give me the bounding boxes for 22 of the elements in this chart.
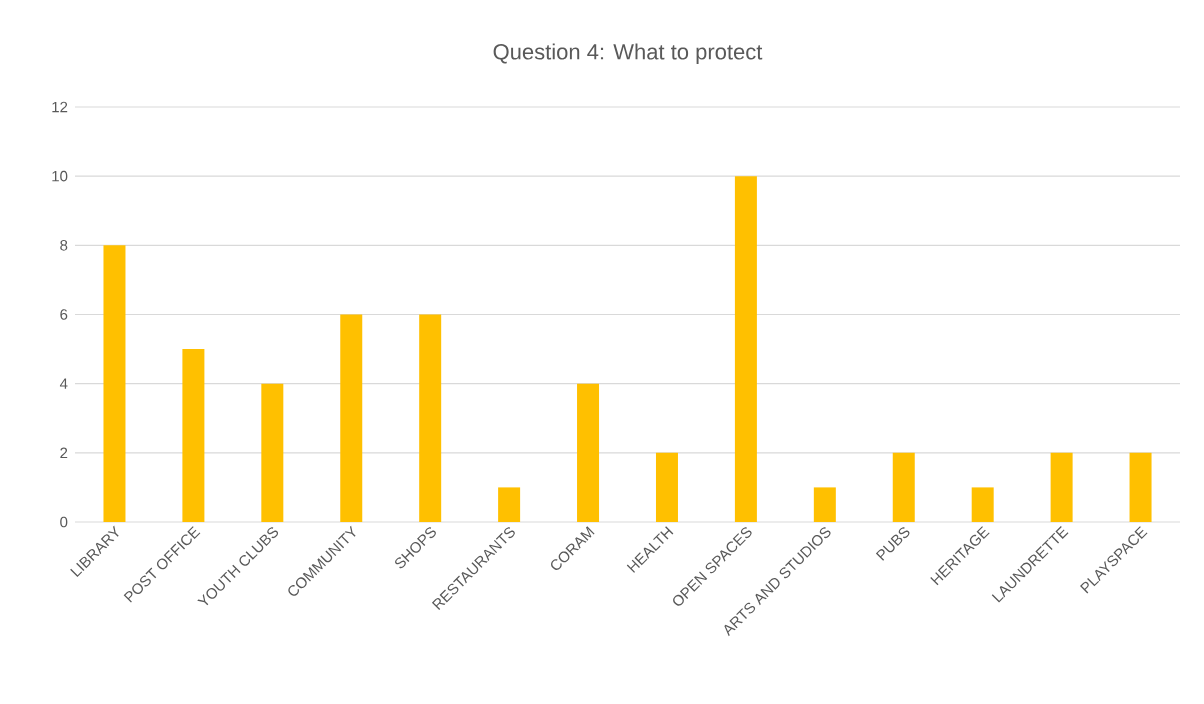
bar — [971, 487, 994, 522]
bar — [1129, 452, 1152, 522]
bar — [892, 452, 915, 522]
bar — [734, 176, 757, 522]
y-tick-label: 8 — [60, 240, 68, 251]
bar — [577, 383, 600, 522]
bar — [498, 487, 521, 522]
bar — [1050, 452, 1073, 522]
y-tick-label: 4 — [59, 378, 68, 389]
bar — [813, 487, 836, 522]
y-tick-label: 0 — [60, 516, 68, 528]
bar — [655, 452, 678, 522]
y-tick-label: 6 — [60, 309, 68, 320]
bar — [182, 349, 205, 522]
bar — [103, 245, 126, 522]
chart-title: Question 4: What to protect — [493, 43, 763, 64]
bar — [340, 314, 363, 522]
bar — [261, 383, 284, 522]
bar — [419, 314, 442, 522]
y-tick-label: 2 — [60, 447, 68, 459]
y-tick-label: 12 — [52, 101, 68, 113]
y-tick-label: 10 — [52, 170, 68, 182]
